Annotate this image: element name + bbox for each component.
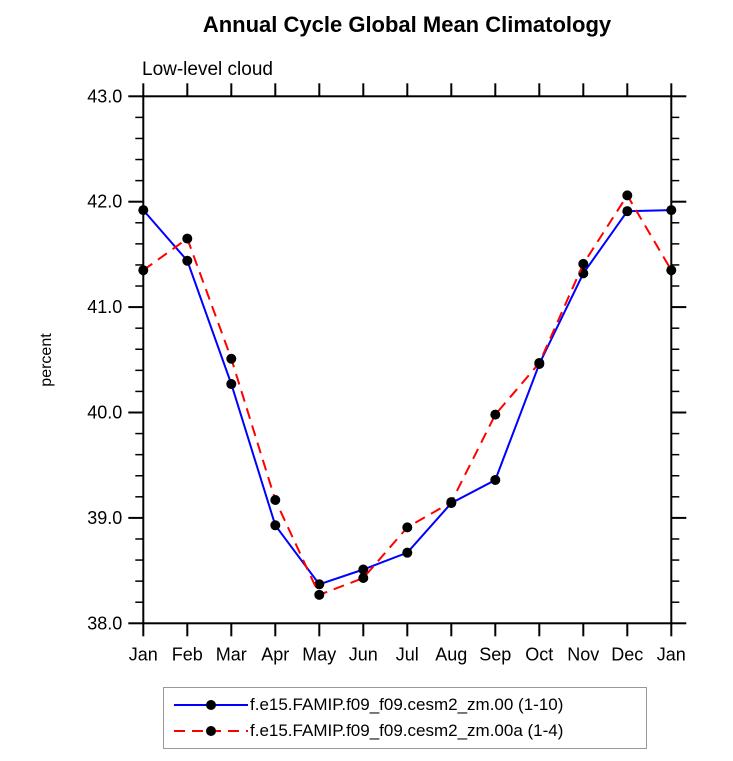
data-point-marker [622,206,633,217]
legend-item-series1: f.e15.FAMIP.f09_f09.cesm2_zm.00 (1-10) [172,695,646,715]
data-point-marker [182,233,193,244]
data-point-marker [578,258,589,269]
data-point-marker [358,572,369,583]
x-tick-label: Nov [567,644,599,664]
x-tick-label: Jan [657,644,686,664]
legend-item-series2: f.e15.FAMIP.f09_f09.cesm2_zm.00a (1-4) [172,721,646,741]
data-point-marker [314,589,325,600]
data-point-marker [358,564,369,575]
x-tick-label: Jun [349,644,378,664]
x-tick-label: Sep [479,644,511,664]
data-point-marker [402,522,413,533]
legend: f.e15.FAMIP.f09_f09.cesm2_zm.00 (1-10) f… [163,687,647,749]
data-point-marker [270,494,281,505]
data-point-marker [314,579,325,590]
data-point-marker [666,205,677,216]
data-point-marker [226,379,237,390]
plot-area: 38.0 39.0 40.0 41.0 42.0 43.0 Jan Feb Mar Apr May J… [87,83,687,664]
data-point-marker [534,357,545,368]
data-point-marker [138,265,149,276]
y-tick-label: 38.0 [87,613,122,633]
y-tick-label: 39.0 [87,508,122,528]
legend-dashed-line-icon [174,725,248,736]
legend-solid-line-icon [174,700,248,711]
x-tick-label: Feb [172,644,203,664]
data-point-marker [622,190,633,201]
data-point-marker [490,474,501,485]
data-point-marker [226,353,237,364]
data-point-marker [270,520,281,531]
data-point-marker [402,547,413,558]
data-point-marker [182,255,193,266]
data-point-marker [138,205,149,216]
legend-label-series2: f.e15.FAMIP.f09_f09.cesm2_zm.00a (1-4) [250,720,564,740]
x-tick-label: Dec [611,644,643,664]
chart-subtitle: Low-level cloud [142,59,273,80]
legend-sample-marker [206,700,216,711]
x-tick-label: Oct [525,644,553,664]
legend-label-series1: f.e15.FAMIP.f09_f09.cesm2_zm.00 (1-10) [250,695,564,715]
data-point-marker [446,497,457,508]
y-tick-label: 43.0 [87,86,122,106]
series-line-2 [142,193,673,597]
y-tick-label: 42.0 [87,192,122,212]
y-tick-label: 40.0 [87,403,122,423]
x-tick-label: Mar [216,644,247,664]
x-tick-label: Jul [396,644,419,664]
data-point-marker [666,265,677,276]
x-tick-label: Aug [435,644,467,664]
x-tick-label: Apr [261,644,289,664]
y-tick-label: 41.0 [87,297,122,317]
chart-title: Annual Cycle Global Mean Climatology [202,12,612,37]
x-tick-label: Jan [129,644,158,664]
data-point-marker [490,409,501,420]
legend-sample-marker [206,725,216,736]
x-tick-label: May [302,644,336,664]
